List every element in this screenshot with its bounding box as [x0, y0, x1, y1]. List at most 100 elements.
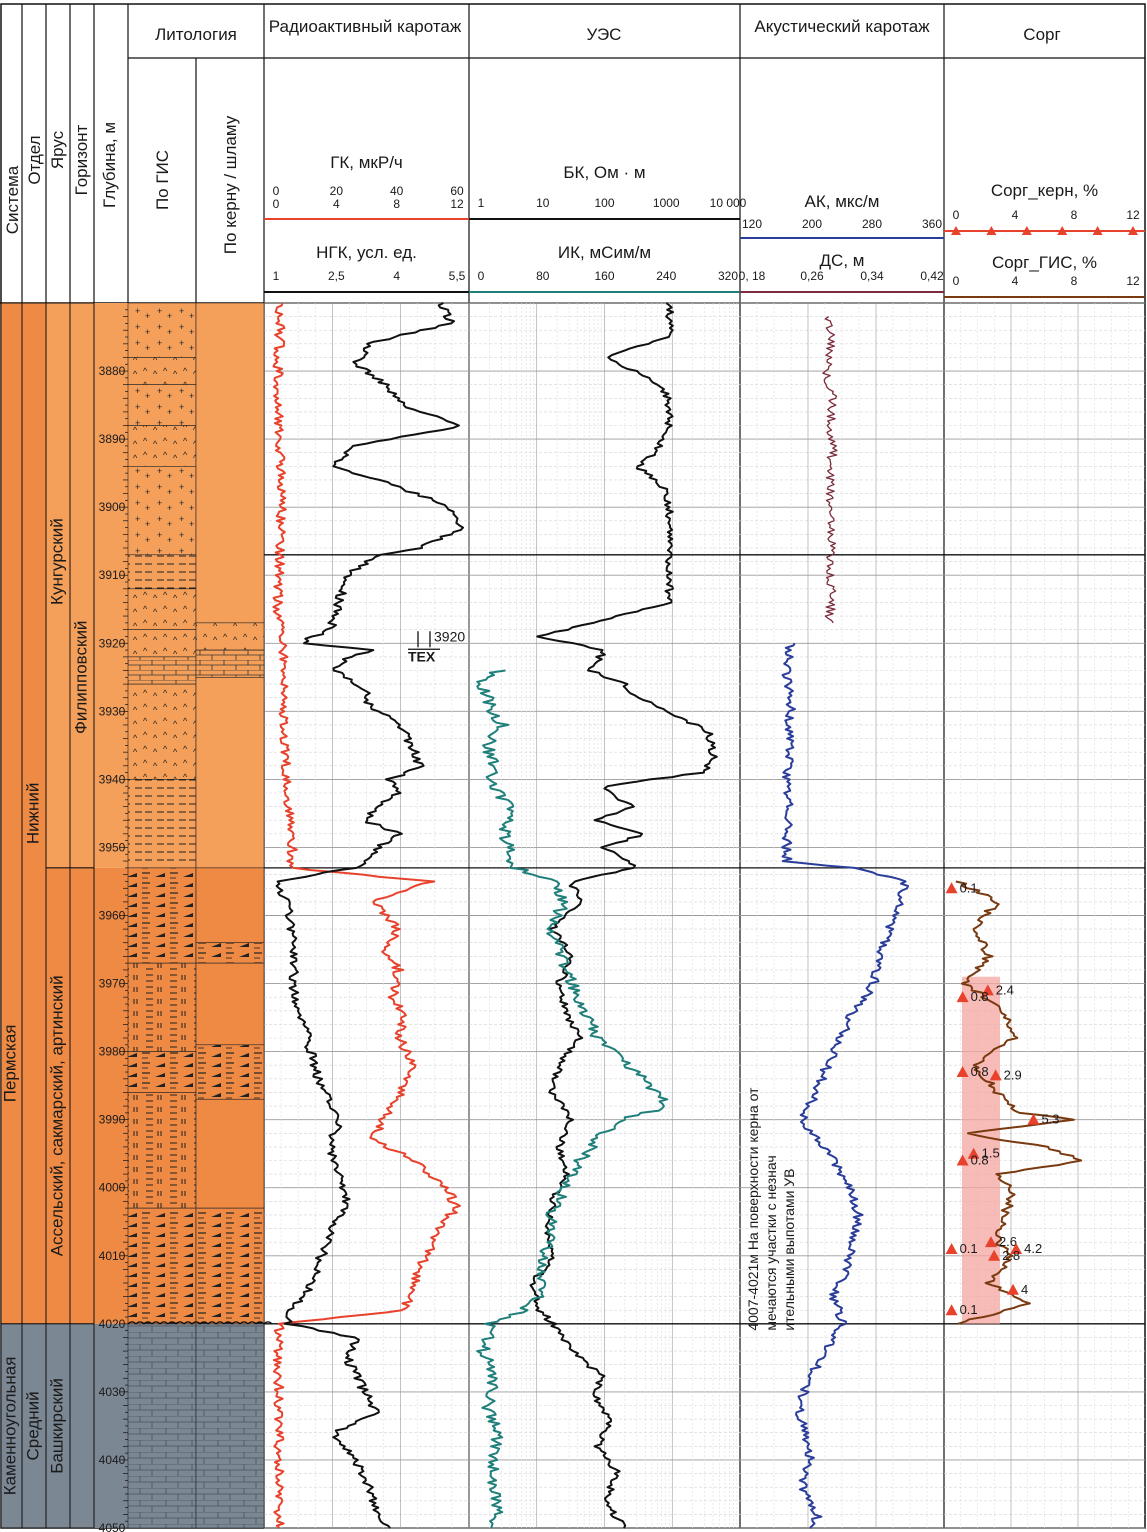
lithology-gis-layer — [127, 425, 197, 467]
scale-tick-label: 4 — [333, 197, 340, 211]
scale-tick-label: 0 — [953, 208, 960, 222]
corg-core-point — [981, 984, 994, 996]
curve-БК — [529, 302, 718, 1529]
depth-tick-label: 3940 — [99, 772, 126, 786]
corg-core-label: 0.8 — [971, 1153, 989, 1168]
depth-tick-label: 3890 — [99, 432, 126, 446]
corg-core-label: 2.8 — [1002, 1248, 1020, 1263]
lithology-gis-layer — [127, 466, 197, 556]
lithology-core-layer — [195, 942, 265, 964]
carboniferous-system-cell — [0, 1323, 47, 1529]
stratigraphy-columns: Пермская Каменноугольная Нижний Средний Кунг… — [0, 302, 128, 1529]
corg-core-label: 2.9 — [1004, 1067, 1022, 1082]
depth-tick-label: 4020 — [99, 1317, 126, 1331]
curve-АК — [781, 642, 909, 1529]
lithology-gis-layer — [127, 779, 197, 869]
scale-tick-label: 320 — [718, 269, 738, 283]
depth-tick-label: 4030 — [99, 1385, 126, 1399]
curve-name-label: ДС, м — [820, 251, 865, 270]
scale-tick-label: 280 — [862, 217, 882, 231]
depth-tick-label: 4000 — [99, 1181, 126, 1195]
column-system-title: Система — [3, 165, 22, 234]
corg-core-label: 2.4 — [996, 982, 1014, 997]
header: Система Отдел Ярус Горизонт Глубина, м Л… — [3, 17, 1061, 254]
core-note-line: 4007-4021м На поверхности керна от — [745, 1087, 761, 1331]
scale-tick-label: 60 — [450, 184, 464, 198]
lithology-core-layer — [195, 649, 265, 678]
corg-core-point — [967, 1147, 980, 1159]
column-horizon-title: Горизонт — [72, 124, 91, 195]
scale-tick-label: 20 — [330, 184, 344, 198]
corg-core-label: 0.1 — [960, 1302, 978, 1317]
track-radio-title: Радиоактивный каротаж — [269, 17, 462, 36]
scale-tick-label: 0 — [478, 269, 485, 283]
lithology-gis-layer — [127, 1051, 197, 1093]
corg-core-point — [989, 1069, 1002, 1081]
curve-name-label: БК, Ом · м — [563, 163, 645, 182]
curve-name-label: НГК, усл. ед. — [316, 243, 417, 262]
depth-tick-label: 4040 — [99, 1453, 126, 1467]
curve-Сорг_ГИС — [955, 880, 1083, 1325]
scale-tick-label: 2,5 — [328, 269, 345, 283]
log-curves: 0.12.40.80.8 2.95.31.50.80.1 2.6 4.22.840.1 — [272, 302, 1083, 1529]
system-carbon-label: Каменноугольная — [0, 1357, 19, 1496]
scale-tick-label: 0,26 — [800, 269, 824, 283]
corg-core-marker — [986, 226, 997, 235]
scale-tick-label: 12 — [450, 197, 464, 211]
corg-highlight-zone — [962, 976, 1000, 1324]
scale-tick-label: 80 — [536, 269, 550, 283]
lithology-core-layer — [195, 1323, 265, 1529]
stage-bashkir-label: Башкирский — [47, 1378, 66, 1474]
track-acoustic-title-line: Акустический каротаж — [754, 17, 930, 36]
depth-tick-label: 4050 — [99, 1521, 126, 1532]
corg-core-marker — [1057, 226, 1068, 235]
depth-tick-label: 3980 — [99, 1045, 126, 1059]
scale-tick-label: 10 000 — [710, 196, 747, 210]
track-grids — [264, 302, 1145, 1529]
scale-tick-label: 12 — [1126, 274, 1140, 288]
column-depth-title: Глубина, м — [100, 122, 119, 208]
column-stage-title: Ярус — [48, 130, 67, 169]
depth-axis: 3880 3890 3900 3910 3920 3930 3940 3950 3960 3970… — [99, 309, 128, 1532]
corg-core-label: 0.1 — [960, 1241, 978, 1256]
scale-tick-label: 8 — [1071, 274, 1078, 288]
track-radio-title-line: Радиоактивный каротаж — [269, 17, 462, 36]
stage-assel-label: Ассельский, сакмарский, артинский — [47, 975, 66, 1256]
corg-core-point — [945, 1304, 958, 1316]
curve-name-label: ИК, мСим/м — [558, 243, 651, 262]
scale-tick-label: 5,5 — [449, 269, 466, 283]
scale-tick-label: 200 — [802, 217, 822, 231]
scale-tick-label: 120 — [742, 217, 762, 231]
track-acoustic-title: Акустический каротаж — [754, 17, 930, 36]
lithology-gis-layer — [127, 1207, 197, 1325]
corg-core-label: 4 — [1021, 1282, 1028, 1297]
depth-tick-label: 4010 — [99, 1249, 126, 1263]
scale-tick-label: 0 — [953, 274, 960, 288]
department-middle-label: Средний — [23, 1391, 42, 1460]
core-note-line: мечаются участки с незнач — [763, 1155, 779, 1330]
lithology-core-layer — [195, 622, 265, 651]
scale-tick-label: 4 — [1012, 208, 1019, 222]
curve-name-label: Сорг_ГИС, % — [992, 253, 1097, 272]
scale-tick-label: 0 — [273, 197, 280, 211]
lithology-gis-layer — [127, 554, 197, 590]
depth-tick-label: 3950 — [99, 840, 126, 854]
column-department-title: Отдел — [25, 135, 44, 184]
scale-tick-label: 0, 18 — [739, 269, 766, 283]
corg-core-marker — [1092, 226, 1103, 235]
scale-tick-label: 0,42 — [920, 269, 944, 283]
corg-core-label: 0.8 — [971, 1064, 989, 1079]
curve-name-label: Сорг_керн, % — [991, 181, 1098, 200]
scale-tick-label: 10 — [536, 196, 550, 210]
lithology-core-layer — [195, 867, 265, 944]
lithology-core-layer — [195, 1207, 265, 1325]
corg-core-point — [1007, 1283, 1019, 1295]
scale-tick-label: 1 — [273, 269, 280, 283]
scale-tick-label: 0,34 — [860, 269, 884, 283]
scale-tick-label: 8 — [1071, 208, 1078, 222]
depth-tick-label: 3910 — [99, 568, 126, 582]
depth-tick-label: 3900 — [99, 500, 126, 514]
depth-tick-label: 3920 — [99, 636, 126, 650]
scale-tick-label: 8 — [393, 197, 400, 211]
